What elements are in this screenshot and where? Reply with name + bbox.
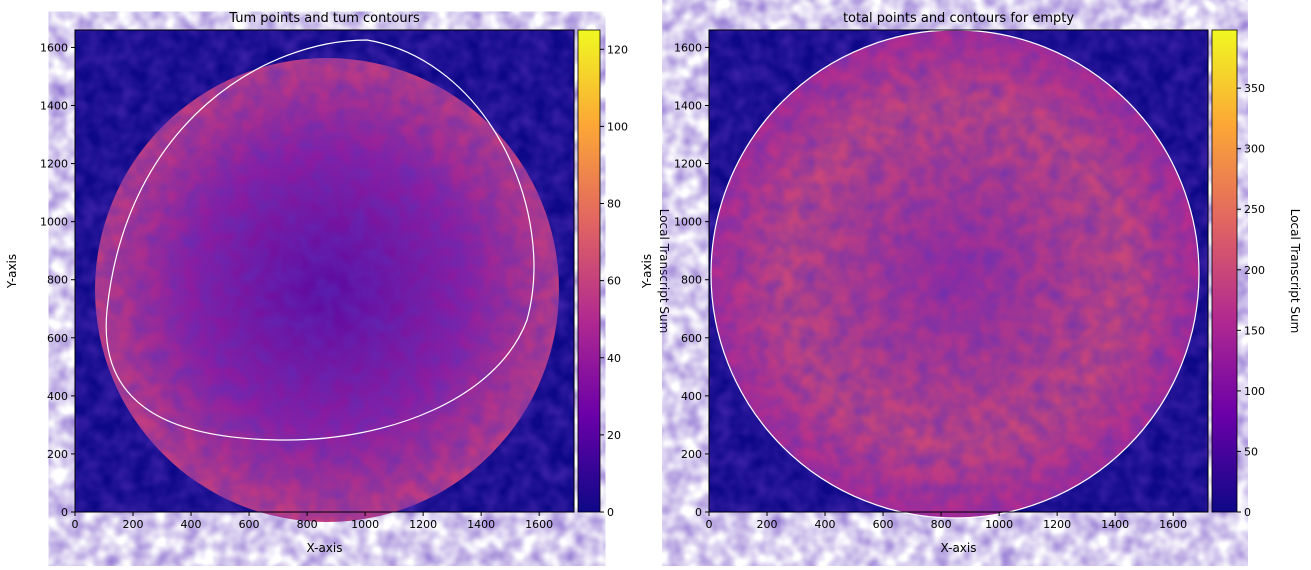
plot-frame: [708, 29, 1209, 513]
y-axis-label: Y-axis: [640, 254, 654, 289]
colorbar-tick-label: 350: [1244, 82, 1265, 95]
x-tick-label: 1600: [1159, 518, 1187, 531]
y-tick-label: 0: [695, 506, 702, 519]
x-tick-label: 0: [72, 518, 79, 531]
chart-title: total points and contours for empty: [843, 11, 1074, 26]
y-tick-label: 1400: [674, 99, 702, 112]
x-tick-label: 800: [297, 518, 318, 531]
x-tick-label: 600: [873, 518, 894, 531]
x-tick-label: 1400: [467, 518, 495, 531]
y-tick-label: 800: [47, 274, 68, 287]
colorbar-tick-label: 250: [1244, 203, 1265, 216]
colorbar-tick-label: 60: [607, 275, 621, 288]
y-tick-label: 600: [47, 332, 68, 345]
y-tick-label: 1600: [40, 41, 68, 54]
x-tick-label: 1200: [1043, 518, 1071, 531]
y-tick-label: 400: [47, 390, 68, 403]
x-tick-label: 200: [757, 518, 778, 531]
y-tick-label: 600: [681, 332, 702, 345]
colorbar-tick-label: 40: [607, 352, 621, 365]
chart-title: Tum points and tum contours: [228, 11, 420, 26]
tissue-texture: [711, 30, 1199, 518]
y-tick-label: 1200: [674, 158, 702, 171]
x-tick-label: 200: [123, 518, 144, 531]
y-tick-label: 1600: [674, 41, 702, 54]
x-tick-label: 1200: [409, 518, 437, 531]
x-tick-label: 1000: [351, 518, 379, 531]
x-axis-label: X-axis: [307, 541, 343, 555]
y-tick-label: 1000: [40, 216, 68, 229]
x-axis-label: X-axis: [941, 541, 977, 555]
y-tick-label: 800: [681, 274, 702, 287]
y-tick-label: 200: [47, 448, 68, 461]
colorbar-label: Local Transcript Sum: [1288, 209, 1302, 334]
colorbar-tick-label: 100: [1244, 385, 1265, 398]
x-tick-label: 800: [931, 518, 952, 531]
colorbar-tick-label: 50: [1244, 445, 1258, 458]
x-tick-label: 1400: [1101, 518, 1129, 531]
x-tick-label: 0: [706, 518, 713, 531]
x-tick-label: 400: [181, 518, 202, 531]
colorbar-tick-label: 20: [607, 429, 621, 442]
x-tick-label: 600: [239, 518, 260, 531]
colorbar-tick-label: 0: [1244, 506, 1251, 519]
x-tick-label: 1600: [525, 518, 553, 531]
colorbar: [577, 29, 601, 513]
y-tick-label: 1000: [674, 216, 702, 229]
colorbar-tick-label: 120: [607, 43, 628, 56]
colorbar: [1211, 29, 1238, 513]
x-tick-label: 1000: [985, 518, 1013, 531]
y-tick-label: 200: [681, 448, 702, 461]
colorbar-tick-label: 200: [1244, 264, 1265, 277]
colorbar-tick-label: 0: [607, 506, 614, 519]
plot-frame: [74, 29, 575, 513]
x-tick-label: 400: [815, 518, 836, 531]
colorbar-tick-label: 150: [1244, 324, 1265, 337]
y-tick-label: 1200: [40, 158, 68, 171]
tissue-texture: [95, 58, 559, 522]
colorbar-tick-label: 80: [607, 198, 621, 211]
y-tick-label: 1400: [40, 99, 68, 112]
y-tick-label: 400: [681, 390, 702, 403]
colorbar-tick-label: 100: [607, 120, 628, 133]
colorbar-tick-label: 300: [1244, 143, 1265, 156]
y-tick-label: 0: [61, 506, 68, 519]
y-axis-label: Y-axis: [5, 254, 19, 289]
contour: [105, 39, 535, 441]
colorbar-label: Local Transcript Sum: [657, 209, 671, 334]
